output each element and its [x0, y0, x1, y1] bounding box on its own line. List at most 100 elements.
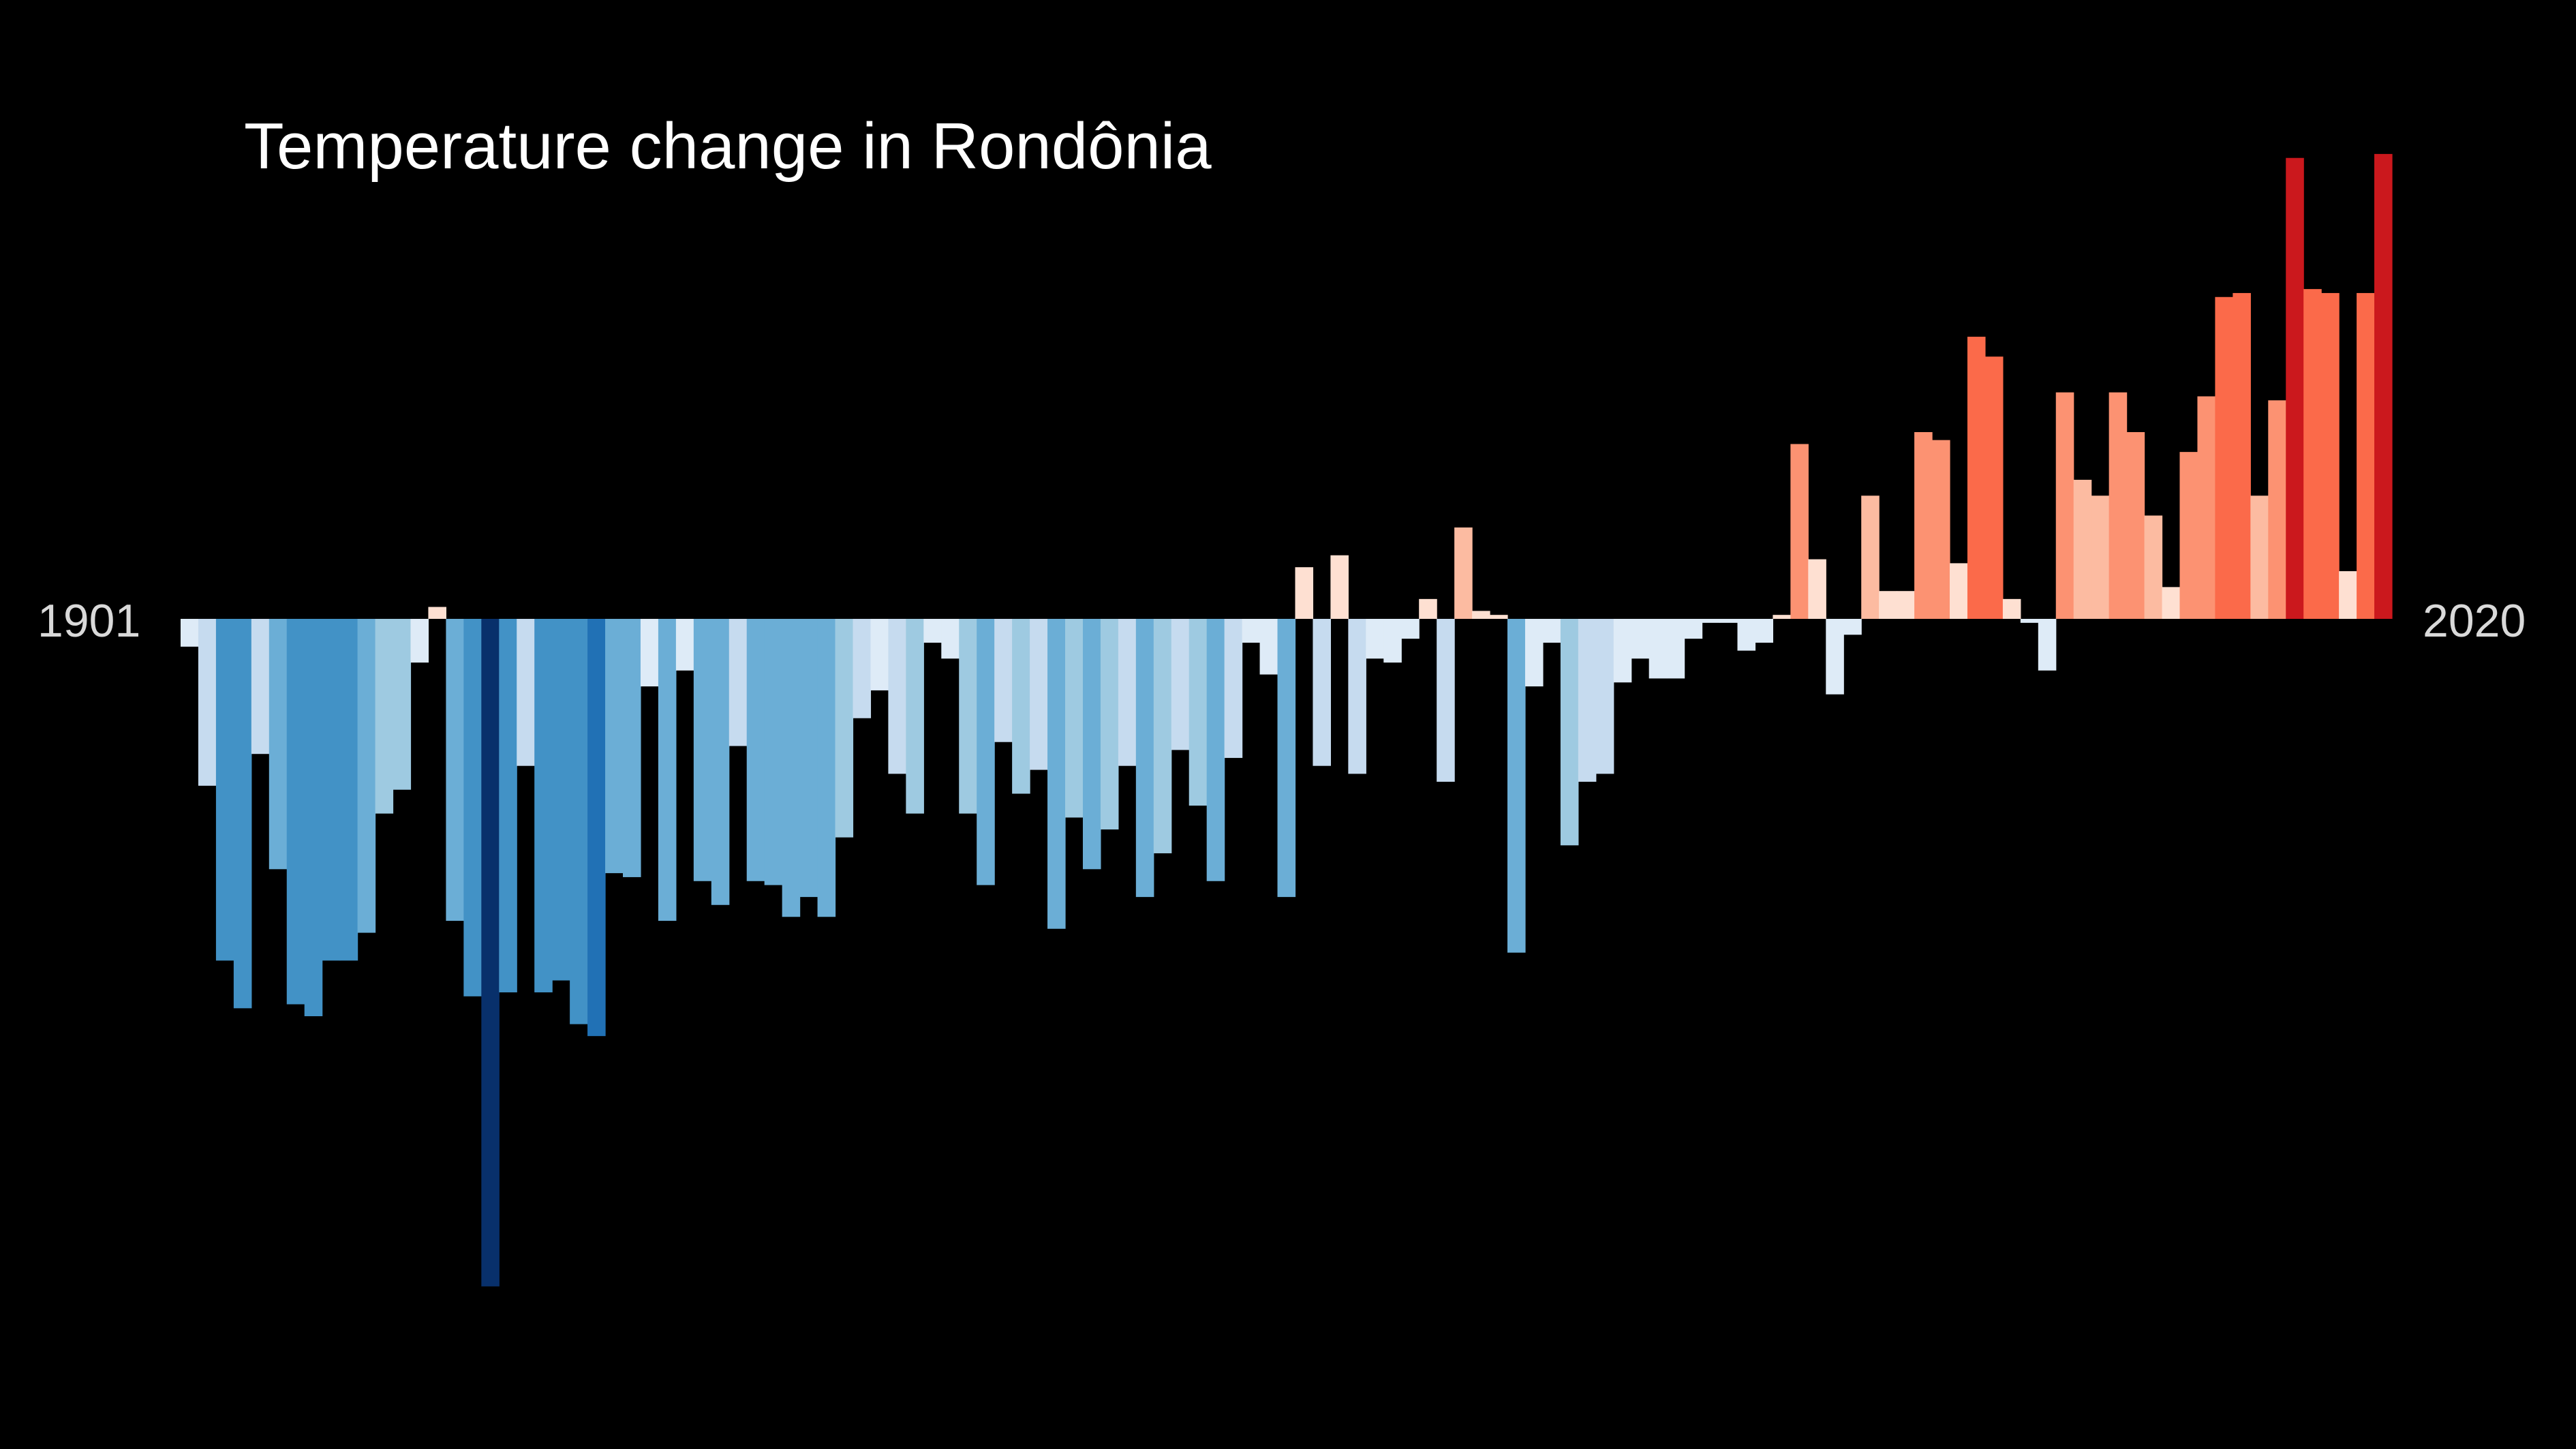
bar-2021: [2303, 289, 2322, 619]
bar-1913: [393, 619, 412, 790]
bar-1985: [1666, 619, 1685, 679]
bar-2024: [2357, 292, 2375, 619]
bar-1921: [534, 619, 553, 993]
bar-2015: [2197, 396, 2215, 619]
bar-2009: [2091, 495, 2110, 619]
bar-1999: [1914, 431, 1933, 619]
bar-2005: [2020, 619, 2039, 623]
bar-1942: [906, 619, 924, 814]
bar-1935: [782, 619, 801, 917]
bar-2011: [2126, 431, 2145, 619]
bar-1954: [1118, 619, 1137, 766]
bar-2010: [2109, 392, 2128, 619]
bar-1963: [1277, 619, 1296, 898]
bar-1924: [587, 619, 606, 1037]
bar-1920: [517, 619, 535, 766]
bar-1951: [1065, 619, 1084, 818]
bar-1958: [1189, 619, 1208, 806]
bar-1918: [481, 619, 500, 1287]
bar-1941: [888, 619, 906, 774]
bar-1906: [269, 619, 288, 870]
bar-1923: [570, 619, 588, 1024]
bar-2001: [1950, 563, 1968, 619]
bar-2013: [2162, 587, 2181, 619]
bar-1912: [375, 619, 394, 814]
bar-1970: [1401, 619, 1420, 639]
bar-1982: [1613, 619, 1632, 683]
bar-1934: [764, 619, 783, 885]
start-year-label: 1901: [37, 595, 140, 647]
bar-1960: [1224, 619, 1243, 759]
bar-2020: [2286, 157, 2304, 620]
bar-2006: [2038, 619, 2057, 671]
bar-1938: [835, 619, 854, 838]
bar-1910: [339, 619, 358, 961]
bar-1949: [1030, 619, 1048, 770]
bar-1967: [1348, 619, 1366, 774]
bar-1955: [1135, 619, 1154, 898]
bar-1936: [799, 619, 818, 898]
bar-1947: [994, 619, 1013, 742]
bar-1930: [693, 619, 712, 881]
bar-1978: [1542, 619, 1561, 643]
bar-1992: [1790, 444, 1809, 619]
bar-2025: [2374, 153, 2393, 619]
bar-1904: [233, 619, 252, 1009]
bar-1905: [251, 619, 270, 754]
bar-1939: [853, 619, 872, 718]
bar-1932: [729, 619, 748, 746]
bar-1959: [1206, 619, 1225, 881]
bar-1957: [1171, 619, 1190, 750]
bar-2014: [2179, 452, 2198, 619]
bar-1928: [658, 619, 677, 921]
bar-1919: [499, 619, 517, 993]
bar-1980: [1578, 619, 1597, 782]
bar-1907: [286, 619, 305, 1005]
bar-1972: [1437, 619, 1455, 782]
bar-1973: [1454, 527, 1473, 619]
bar-1995: [1843, 619, 1862, 635]
bar-1922: [552, 619, 570, 981]
bar-1977: [1524, 619, 1544, 687]
bar-1991: [1773, 615, 1791, 619]
bar-1903: [215, 619, 234, 961]
bar-1976: [1507, 619, 1526, 953]
bar-1902: [198, 619, 217, 786]
bar-1950: [1047, 619, 1066, 929]
bar-1981: [1595, 619, 1614, 774]
bar-1984: [1649, 619, 1668, 679]
bar-1945: [959, 619, 977, 814]
bar-1914: [410, 619, 429, 663]
bar-1940: [870, 619, 889, 690]
bar-1989: [1737, 619, 1756, 651]
bar-1929: [675, 619, 694, 671]
bar-1909: [322, 619, 341, 961]
bar-2003: [1984, 356, 2004, 619]
bar-1908: [304, 619, 323, 1016]
bar-1975: [1490, 615, 1508, 619]
bar-1974: [1472, 611, 1490, 619]
bar-1998: [1897, 591, 1915, 619]
bar-1948: [1012, 619, 1030, 794]
bar-2000: [1932, 440, 1950, 619]
bar-1997: [1879, 591, 1897, 619]
chart-title: Temperature change in Rondônia: [244, 110, 1212, 183]
bar-1979: [1560, 619, 1579, 846]
bar-1965: [1313, 619, 1331, 766]
bar-1961: [1242, 619, 1261, 643]
bar-1931: [711, 619, 730, 905]
bar-2016: [2215, 296, 2233, 619]
bar-2022: [2321, 292, 2340, 619]
bar-1964: [1295, 567, 1314, 619]
end-year-label: 2020: [2423, 595, 2526, 647]
bar-1937: [817, 619, 836, 917]
bar-1987: [1702, 619, 1721, 623]
bar-1944: [941, 619, 960, 659]
bar-1933: [746, 619, 765, 881]
bar-1901: [181, 619, 199, 647]
bar-2004: [2002, 598, 2021, 619]
bar-2018: [2250, 495, 2269, 619]
bar-1996: [1861, 495, 1880, 619]
bar-1971: [1419, 598, 1437, 619]
